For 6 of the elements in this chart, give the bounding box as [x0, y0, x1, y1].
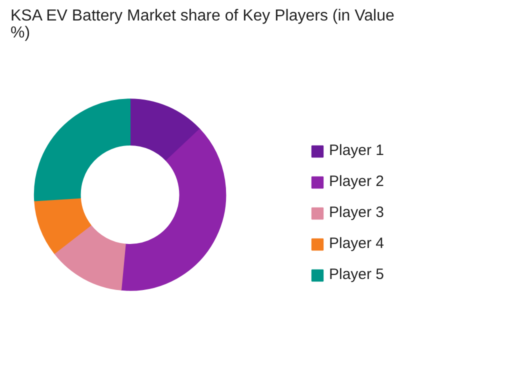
legend-label: Player 1	[329, 142, 384, 159]
legend-label: Player 2	[329, 173, 384, 190]
legend-label: Player 4	[329, 235, 384, 252]
legend-label: Player 5	[329, 266, 384, 283]
chart-title: KSA EV Battery Market share of Key Players (in Value %)	[10, 8, 394, 42]
legend-label: Player 3	[329, 204, 384, 221]
